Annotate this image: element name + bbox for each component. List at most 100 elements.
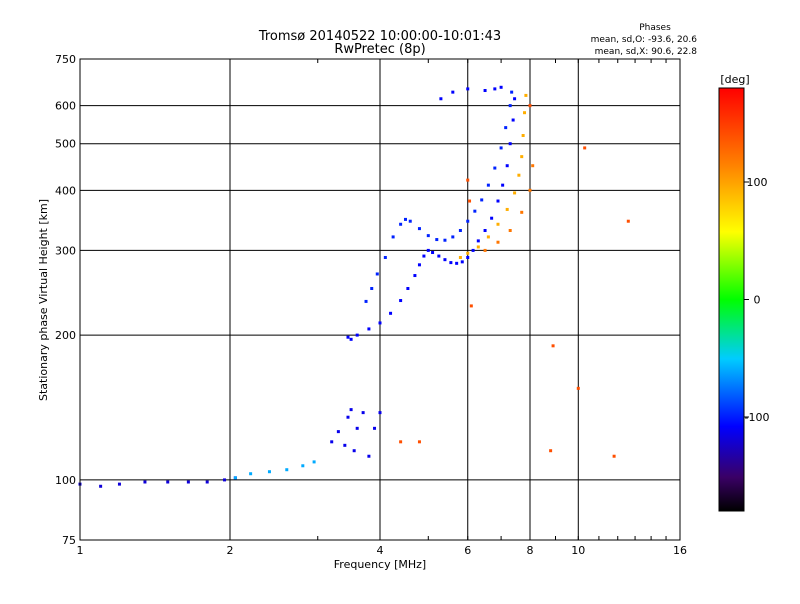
data-point xyxy=(496,240,500,244)
series-group xyxy=(233,460,316,480)
x-tick-label: 16 xyxy=(673,544,687,557)
data-point xyxy=(391,235,395,239)
data-point xyxy=(435,238,439,242)
data-point xyxy=(508,104,512,108)
y-tick-label: 75 xyxy=(62,534,76,547)
data-point xyxy=(399,440,403,444)
data-point xyxy=(513,97,517,101)
phases-mean-x: mean, sd,X: 90.6, 22.8 xyxy=(595,47,698,57)
series-group xyxy=(458,93,528,259)
y-tick-label: 600 xyxy=(55,100,76,113)
data-point xyxy=(523,111,527,115)
data-point xyxy=(346,415,350,419)
x-axis-ticks: 1 2 4 6 8 10 16 xyxy=(77,59,687,557)
data-point xyxy=(466,87,470,91)
data-point xyxy=(471,248,475,252)
data-point xyxy=(508,142,512,146)
data-point xyxy=(549,449,553,453)
data-point xyxy=(343,443,347,447)
data-point xyxy=(117,482,121,486)
data-point xyxy=(469,304,473,308)
data-point xyxy=(583,146,587,150)
data-point xyxy=(301,464,305,468)
data-point xyxy=(511,118,515,122)
series-group xyxy=(78,476,237,488)
data-point xyxy=(285,468,289,472)
colorbar-tick-label: 100 xyxy=(747,176,768,189)
y-axis-label: Stationary phase Virtual Height [km] xyxy=(37,199,50,401)
x-tick-label: 4 xyxy=(377,544,384,557)
data-point xyxy=(355,333,359,337)
y-tick-label: 300 xyxy=(55,244,76,257)
data-points xyxy=(78,85,630,488)
series-group xyxy=(439,85,503,101)
colorbar-ticks: 100 0 -100 xyxy=(744,176,769,424)
data-point xyxy=(521,134,525,138)
series-group xyxy=(346,97,517,341)
data-point xyxy=(455,261,459,265)
data-point xyxy=(483,248,487,252)
data-point xyxy=(99,484,103,488)
data-point xyxy=(378,321,382,325)
y-tick-label: 750 xyxy=(55,53,76,66)
series-group xyxy=(330,408,382,458)
data-point xyxy=(451,235,455,239)
data-point xyxy=(466,255,470,259)
data-point xyxy=(513,191,517,195)
data-point xyxy=(439,97,443,101)
data-point xyxy=(468,199,472,203)
data-point xyxy=(517,173,521,177)
data-point xyxy=(449,261,453,265)
data-point xyxy=(483,228,487,232)
data-point xyxy=(531,164,535,168)
data-point xyxy=(510,90,514,94)
data-point xyxy=(626,219,630,223)
data-point xyxy=(249,472,253,476)
data-point xyxy=(499,146,503,150)
data-point xyxy=(375,272,379,276)
data-point xyxy=(312,460,316,464)
data-point xyxy=(551,344,555,348)
y-tick-label: 200 xyxy=(55,329,76,342)
data-point xyxy=(364,299,368,303)
series-group xyxy=(364,90,514,303)
x-tick-label: 1 xyxy=(77,544,84,557)
grid xyxy=(80,59,680,540)
data-point xyxy=(443,238,447,242)
data-point xyxy=(406,286,410,290)
data-point xyxy=(399,299,403,303)
data-point xyxy=(417,227,421,231)
data-point xyxy=(143,480,147,484)
chart-title: Tromsø 20140522 10:00:00-10:01:43 xyxy=(258,29,501,44)
data-point xyxy=(458,228,462,232)
chart-subtitle: RwPretec (8p) xyxy=(334,42,425,57)
data-point xyxy=(501,183,505,187)
data-point xyxy=(520,155,524,159)
data-point xyxy=(413,274,417,278)
data-point xyxy=(458,255,462,259)
colorbar-label: [deg] xyxy=(720,73,749,86)
data-point xyxy=(466,251,470,255)
data-point xyxy=(389,311,393,315)
data-point xyxy=(166,480,170,484)
y-tick-label: 100 xyxy=(55,474,76,487)
data-point xyxy=(186,480,190,484)
data-point xyxy=(408,219,412,223)
series-group xyxy=(483,164,535,252)
data-point xyxy=(496,199,500,203)
data-point xyxy=(499,85,503,89)
y-tick-label: 400 xyxy=(55,184,76,197)
data-point xyxy=(426,248,430,252)
data-point xyxy=(612,454,616,458)
data-point xyxy=(349,337,353,341)
data-point xyxy=(480,198,484,202)
data-point xyxy=(528,188,532,192)
data-point xyxy=(493,166,497,170)
data-point xyxy=(330,440,334,444)
y-tick-label: 500 xyxy=(55,138,76,151)
data-point xyxy=(493,87,497,91)
data-point xyxy=(451,90,455,94)
data-point xyxy=(443,258,447,262)
